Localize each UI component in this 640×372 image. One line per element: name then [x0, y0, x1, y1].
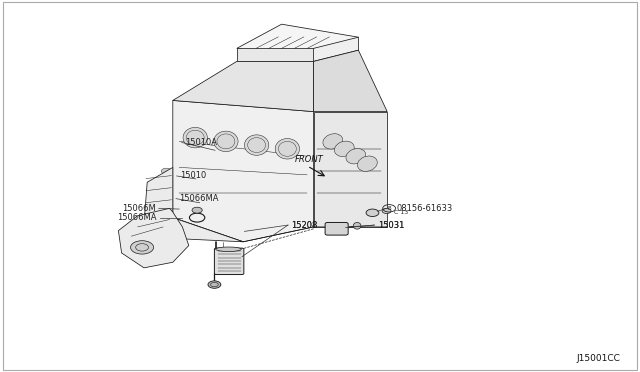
Text: 15031: 15031 — [378, 221, 404, 230]
Polygon shape — [314, 50, 387, 112]
Text: 15066MA: 15066MA — [179, 194, 219, 203]
Text: J15001CC: J15001CC — [577, 354, 621, 363]
Text: 15208: 15208 — [291, 221, 317, 230]
Ellipse shape — [275, 139, 300, 159]
Ellipse shape — [300, 31, 308, 34]
Ellipse shape — [346, 148, 365, 164]
Circle shape — [366, 209, 379, 217]
Text: 15208: 15208 — [291, 221, 317, 230]
Text: 08156-61633: 08156-61633 — [397, 204, 453, 213]
Ellipse shape — [284, 29, 292, 32]
Text: 15066MA: 15066MA — [117, 213, 157, 222]
Circle shape — [382, 208, 391, 214]
Polygon shape — [118, 208, 189, 268]
Ellipse shape — [353, 222, 361, 229]
Text: C 13: C 13 — [394, 210, 408, 215]
Circle shape — [208, 281, 221, 288]
Polygon shape — [173, 100, 314, 242]
FancyBboxPatch shape — [214, 248, 244, 275]
Circle shape — [131, 241, 154, 254]
Text: 15010: 15010 — [180, 171, 206, 180]
Polygon shape — [314, 37, 358, 61]
Polygon shape — [314, 112, 387, 227]
Circle shape — [147, 183, 157, 189]
Ellipse shape — [358, 156, 377, 171]
Circle shape — [161, 168, 172, 174]
Polygon shape — [237, 48, 314, 61]
Ellipse shape — [335, 141, 354, 157]
FancyBboxPatch shape — [325, 222, 348, 235]
Circle shape — [192, 207, 202, 213]
Text: B: B — [387, 206, 391, 211]
Ellipse shape — [268, 34, 276, 36]
Text: 15066M: 15066M — [122, 204, 156, 213]
Ellipse shape — [214, 131, 238, 152]
Ellipse shape — [216, 247, 241, 251]
Ellipse shape — [244, 135, 269, 155]
Text: FRONT: FRONT — [294, 155, 323, 164]
Text: 15031: 15031 — [378, 221, 404, 230]
Ellipse shape — [323, 134, 342, 149]
Circle shape — [156, 213, 166, 219]
Text: 15010A: 15010A — [185, 138, 217, 147]
Polygon shape — [144, 167, 243, 242]
Polygon shape — [173, 61, 314, 112]
Ellipse shape — [183, 127, 207, 148]
Polygon shape — [237, 24, 358, 61]
